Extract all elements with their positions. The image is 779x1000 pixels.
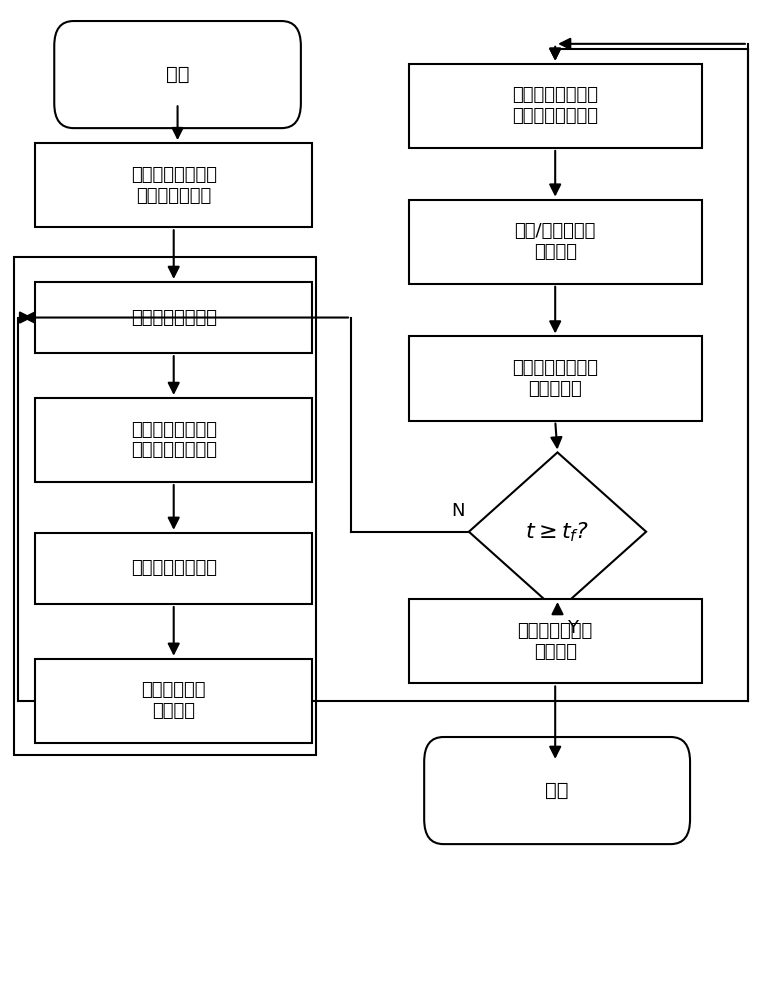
Bar [35,398,312,482]
Text: 输入初値、目标函
数、约束条件等: 输入初値、目标函 数、约束条件等 [131,166,217,205]
Text: 结束: 结束 [545,781,569,800]
Text: 更新优化计算初値: 更新优化计算初値 [131,559,217,577]
Text: 采集并计算下一阶
段变量数据: 采集并计算下一阶 段变量数据 [513,359,598,398]
Text: 温度/溶析剂流加
速率控制: 温度/溶析剂流加 速率控制 [514,222,596,261]
Bar [35,533,312,604]
Polygon shape [469,452,646,611]
Text: 计算获取最优
控制曲线: 计算获取最优 控制曲线 [142,681,206,720]
Text: Y: Y [567,619,578,637]
FancyBboxPatch shape [55,21,301,128]
Bar [35,282,312,353]
Text: 开始: 开始 [166,65,189,84]
Bar [35,143,312,227]
Text: 输出平均粒度及
粒度分布: 输出平均粒度及 粒度分布 [517,622,593,661]
FancyBboxPatch shape [425,737,690,844]
Text: $t \geq t_f$?: $t \geq t_f$? [525,520,590,544]
Text: 采集温度并计算当
前时刻各状态变量: 采集温度并计算当 前时刻各状态变量 [131,421,217,459]
Bar [409,200,702,284]
Text: N: N [452,502,465,520]
Bar [35,659,312,743]
Text: 抽样计算粒数密度: 抽样计算粒数密度 [131,309,217,327]
Bar [409,336,702,421]
Bar [409,64,702,148]
Text: 取计算结果第一个
点作为参数设定値: 取计算结果第一个 点作为参数设定値 [513,86,598,125]
Bar [409,599,702,683]
Bar [14,257,316,755]
